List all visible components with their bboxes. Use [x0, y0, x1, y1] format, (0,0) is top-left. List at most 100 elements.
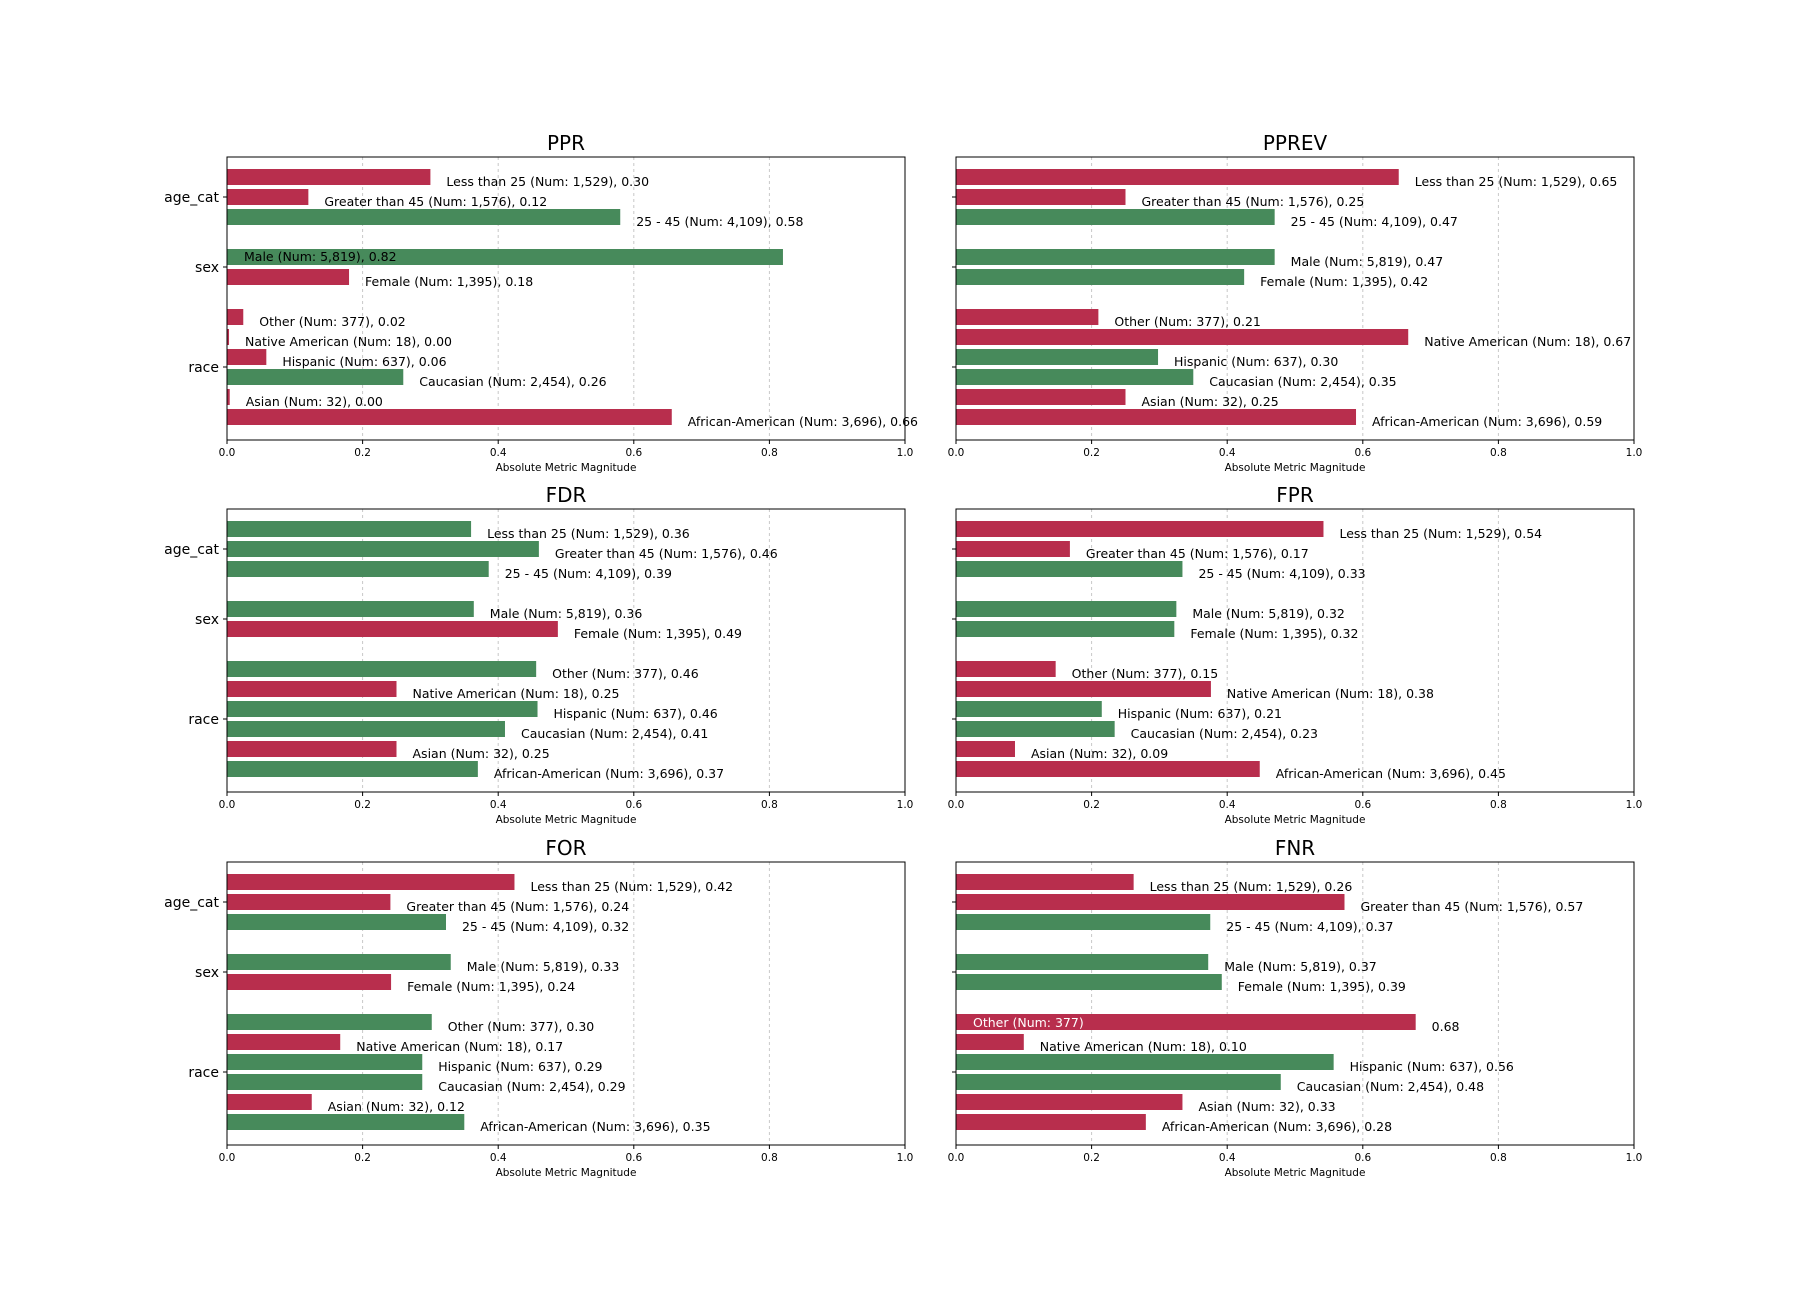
bar — [956, 269, 1245, 285]
bar — [227, 349, 267, 365]
bar-label: Asian (Num: 32), 0.09 — [1031, 746, 1168, 761]
x-tick-label: 0.8 — [761, 447, 778, 459]
x-tick-label: 1.0 — [1626, 1152, 1643, 1164]
bar — [956, 369, 1194, 385]
x-tick-label: 1.0 — [1626, 447, 1643, 459]
bar-label: Caucasian (Num: 2,454), 0.23 — [1131, 726, 1318, 741]
bar-label: Caucasian (Num: 2,454), 0.26 — [419, 374, 606, 389]
bar-label: 25 - 45 (Num: 4,109), 0.37 — [1226, 919, 1393, 934]
bar-label: Female (Num: 1,395), 0.18 — [365, 274, 533, 289]
bar — [227, 1034, 341, 1050]
bar-label: Male (Num: 5,819), 0.33 — [467, 959, 620, 974]
x-tick-label: 0.4 — [1219, 1152, 1236, 1164]
bar-label: Native American (Num: 18), 0.00 — [245, 334, 452, 349]
x-axis-label: Absolute Metric Magnitude — [1225, 814, 1366, 826]
bar-label: African-American (Num: 3,696), 0.45 — [1276, 766, 1506, 781]
group-label: sex — [195, 612, 219, 628]
bar-label: Male (Num: 5,819), 0.47 — [1291, 254, 1444, 269]
bar-label: Female (Num: 1,395), 0.42 — [1260, 274, 1428, 289]
bar-label: Asian (Num: 32), 0.25 — [1142, 394, 1279, 409]
bar — [956, 349, 1159, 365]
x-tick-label: 0.6 — [625, 447, 642, 459]
bar-label: Less than 25 (Num: 1,529), 0.36 — [487, 526, 690, 541]
bar-label: 25 - 45 (Num: 4,109), 0.39 — [505, 566, 672, 581]
bar — [956, 954, 1209, 970]
group-label: sex — [195, 260, 219, 276]
bar — [956, 1014, 1416, 1030]
bar — [956, 209, 1275, 225]
bar-label: Asian (Num: 32), 0.12 — [328, 1099, 465, 1114]
bar — [227, 681, 397, 697]
x-tick-label: 0.0 — [948, 799, 965, 811]
group-label: sex — [195, 965, 219, 981]
bar-label: Less than 25 (Num: 1,529), 0.54 — [1339, 526, 1542, 541]
bar — [956, 189, 1126, 205]
bar — [227, 1014, 432, 1030]
x-tick-label: 0.8 — [1490, 447, 1507, 459]
x-tick-label: 0.8 — [1490, 799, 1507, 811]
bar — [956, 1114, 1146, 1130]
bar — [956, 541, 1070, 557]
x-tick-label: 0.6 — [1354, 1152, 1371, 1164]
bar — [956, 974, 1222, 990]
bar — [227, 761, 478, 777]
x-tick-label: 0.4 — [1219, 799, 1236, 811]
bar-label: Caucasian (Num: 2,454), 0.41 — [521, 726, 708, 741]
bar-label: Other (Num: 377), 0.02 — [259, 314, 406, 329]
bar — [227, 309, 244, 325]
chart-for: FOR Less than 25 (Num: 1,529), 0.42 Greate… — [164, 836, 913, 1179]
bar-label: Greater than 45 (Num: 1,576), 0.25 — [1142, 194, 1365, 209]
chart-fdr: FDR Less than 25 (Num: 1,529), 0.36 Greate… — [164, 483, 913, 826]
bar — [956, 521, 1324, 537]
bar-label: Asian (Num: 32), 0.00 — [246, 394, 383, 409]
x-tick-label: 0.4 — [490, 799, 507, 811]
bar — [227, 329, 230, 345]
bar-label: Greater than 45 (Num: 1,576), 0.12 — [324, 194, 547, 209]
bar-label: Male (Num: 5,819), 0.36 — [490, 606, 643, 621]
group-label: age_cat — [164, 542, 219, 558]
bar — [956, 409, 1357, 425]
bar-label: Other (Num: 377), 0.30 — [448, 1019, 595, 1034]
bar — [956, 681, 1211, 697]
x-tick-label: 0.0 — [219, 447, 236, 459]
bar-label: Male (Num: 5,819), 0.82 — [244, 249, 397, 264]
bar — [956, 309, 1099, 325]
x-axis-label: Absolute Metric Magnitude — [1225, 1167, 1366, 1179]
chart-title: FOR — [545, 836, 586, 860]
bar-label: Less than 25 (Num: 1,529), 0.42 — [530, 879, 733, 894]
x-axis-label: Absolute Metric Magnitude — [496, 1167, 637, 1179]
bar-label: African-American (Num: 3,696), 0.28 — [1162, 1119, 1392, 1134]
x-tick-label: 0.4 — [490, 1152, 507, 1164]
chart-title: PPREV — [1263, 131, 1328, 155]
bar-label: Native American (Num: 18), 0.38 — [1227, 686, 1434, 701]
x-tick-label: 0.2 — [354, 447, 371, 459]
bar — [227, 389, 230, 405]
chart-title: PPR — [547, 131, 585, 155]
x-tick-label: 0.6 — [1354, 447, 1371, 459]
bar-label: Less than 25 (Num: 1,529), 0.30 — [446, 174, 649, 189]
group-label: age_cat — [164, 895, 219, 911]
group-label: race — [188, 360, 219, 376]
bar-label: Native American (Num: 18), 0.17 — [356, 1039, 563, 1054]
bar — [227, 1074, 423, 1090]
bar-label: Female (Num: 1,395), 0.39 — [1238, 979, 1406, 994]
bar-label: Female (Num: 1,395), 0.32 — [1190, 626, 1358, 641]
x-axis-label: Absolute Metric Magnitude — [1225, 462, 1366, 474]
bar — [227, 701, 538, 717]
bar — [956, 661, 1056, 677]
chart-fpr: FPR Less than 25 (Num: 1,529), 0.54 Greate… — [948, 483, 1643, 826]
bar-label: Caucasian (Num: 2,454), 0.29 — [438, 1079, 625, 1094]
bar-label: Hispanic (Num: 637), 0.46 — [554, 706, 718, 721]
bar — [227, 1114, 465, 1130]
bar-label: Asian (Num: 32), 0.25 — [413, 746, 550, 761]
bar-label: Other (Num: 377), 0.46 — [552, 666, 699, 681]
bar — [227, 369, 404, 385]
x-tick-label: 0.8 — [1490, 1152, 1507, 1164]
bar-label: Greater than 45 (Num: 1,576), 0.57 — [1360, 899, 1583, 914]
bar — [227, 209, 621, 225]
bar-label: Native American (Num: 18), 0.10 — [1040, 1039, 1247, 1054]
bar-label: African-American (Num: 3,696), 0.66 — [688, 414, 918, 429]
bar — [956, 894, 1345, 910]
x-tick-label: 0.2 — [354, 1152, 371, 1164]
bar — [227, 974, 392, 990]
